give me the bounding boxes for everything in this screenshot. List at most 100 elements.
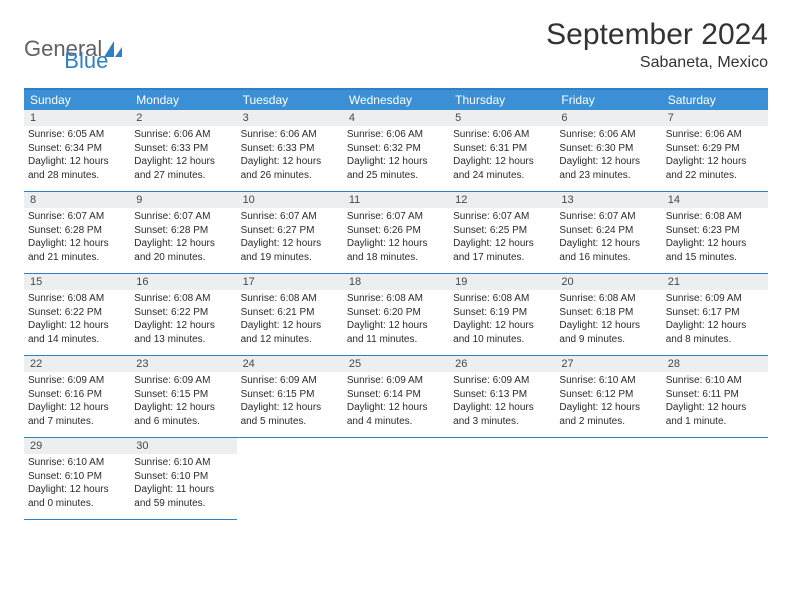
daylight-line: Daylight: 12 hours and 20 minutes. [134,237,232,264]
day-info: Sunrise: 6:08 AMSunset: 6:19 PMDaylight:… [449,290,555,350]
day-info: Sunrise: 6:10 AMSunset: 6:12 PMDaylight:… [555,372,661,432]
sunrise-line: Sunrise: 6:08 AM [347,292,445,306]
day-cell: 29Sunrise: 6:10 AMSunset: 6:10 PMDayligh… [24,438,130,520]
day-number: 26 [449,356,555,372]
day-cell: 16Sunrise: 6:08 AMSunset: 6:22 PMDayligh… [130,274,236,356]
sunrise-line: Sunrise: 6:10 AM [559,374,657,388]
daylight-line: Daylight: 12 hours and 12 minutes. [241,319,339,346]
daylight-line: Daylight: 12 hours and 13 minutes. [134,319,232,346]
weekday-header: Wednesday [343,90,449,110]
sunset-line: Sunset: 6:16 PM [28,388,126,402]
day-number: 6 [555,110,661,126]
day-cell [662,438,768,520]
day-number: 29 [24,438,130,454]
sunset-line: Sunset: 6:14 PM [347,388,445,402]
daylight-line: Daylight: 12 hours and 22 minutes. [666,155,764,182]
day-info: Sunrise: 6:08 AMSunset: 6:18 PMDaylight:… [555,290,661,350]
day-info: Sunrise: 6:07 AMSunset: 6:25 PMDaylight:… [449,208,555,268]
weekday-header: Friday [555,90,661,110]
weekday-header: Saturday [662,90,768,110]
day-number: 1 [24,110,130,126]
day-info: Sunrise: 6:08 AMSunset: 6:22 PMDaylight:… [130,290,236,350]
day-number: 12 [449,192,555,208]
day-info: Sunrise: 6:08 AMSunset: 6:21 PMDaylight:… [237,290,343,350]
daylight-line: Daylight: 12 hours and 17 minutes. [453,237,551,264]
day-info: Sunrise: 6:08 AMSunset: 6:23 PMDaylight:… [662,208,768,268]
sunset-line: Sunset: 6:18 PM [559,306,657,320]
daylight-line: Daylight: 12 hours and 21 minutes. [28,237,126,264]
sunrise-line: Sunrise: 6:06 AM [347,128,445,142]
day-number: 30 [130,438,236,454]
sunrise-line: Sunrise: 6:10 AM [666,374,764,388]
daylight-line: Daylight: 12 hours and 16 minutes. [559,237,657,264]
day-cell: 3Sunrise: 6:06 AMSunset: 6:33 PMDaylight… [237,110,343,192]
day-cell: 9Sunrise: 6:07 AMSunset: 6:28 PMDaylight… [130,192,236,274]
daylight-line: Daylight: 12 hours and 0 minutes. [28,483,126,510]
day-cell: 19Sunrise: 6:08 AMSunset: 6:19 PMDayligh… [449,274,555,356]
daylight-line: Daylight: 12 hours and 8 minutes. [666,319,764,346]
day-cell: 25Sunrise: 6:09 AMSunset: 6:14 PMDayligh… [343,356,449,438]
sunrise-line: Sunrise: 6:08 AM [453,292,551,306]
sunrise-line: Sunrise: 6:07 AM [241,210,339,224]
sunrise-line: Sunrise: 6:10 AM [28,456,126,470]
header: General Blue September 2024 Sabaneta, Me… [24,18,768,74]
day-number: 5 [449,110,555,126]
day-info: Sunrise: 6:06 AMSunset: 6:31 PMDaylight:… [449,126,555,186]
daylight-line: Daylight: 12 hours and 23 minutes. [559,155,657,182]
day-cell: 12Sunrise: 6:07 AMSunset: 6:25 PMDayligh… [449,192,555,274]
daylight-line: Daylight: 12 hours and 7 minutes. [28,401,126,428]
day-number: 14 [662,192,768,208]
day-cell [555,438,661,520]
month-title: September 2024 [546,18,768,52]
day-info: Sunrise: 6:06 AMSunset: 6:29 PMDaylight:… [662,126,768,186]
sunset-line: Sunset: 6:26 PM [347,224,445,238]
daylight-line: Daylight: 12 hours and 24 minutes. [453,155,551,182]
day-cell: 28Sunrise: 6:10 AMSunset: 6:11 PMDayligh… [662,356,768,438]
daylight-line: Daylight: 12 hours and 3 minutes. [453,401,551,428]
sunrise-line: Sunrise: 6:08 AM [559,292,657,306]
day-cell: 4Sunrise: 6:06 AMSunset: 6:32 PMDaylight… [343,110,449,192]
daylight-line: Daylight: 12 hours and 9 minutes. [559,319,657,346]
day-info: Sunrise: 6:10 AMSunset: 6:10 PMDaylight:… [24,454,130,514]
sunset-line: Sunset: 6:10 PM [28,470,126,484]
day-cell: 6Sunrise: 6:06 AMSunset: 6:30 PMDaylight… [555,110,661,192]
day-number: 8 [24,192,130,208]
sunrise-line: Sunrise: 6:07 AM [453,210,551,224]
day-info: Sunrise: 6:06 AMSunset: 6:32 PMDaylight:… [343,126,449,186]
day-number: 2 [130,110,236,126]
daylight-line: Daylight: 12 hours and 28 minutes. [28,155,126,182]
day-info: Sunrise: 6:08 AMSunset: 6:22 PMDaylight:… [24,290,130,350]
day-number: 20 [555,274,661,290]
sunrise-line: Sunrise: 6:08 AM [241,292,339,306]
logo: General Blue [24,18,108,74]
sunrise-line: Sunrise: 6:05 AM [28,128,126,142]
daylight-line: Daylight: 12 hours and 2 minutes. [559,401,657,428]
day-number: 27 [555,356,661,372]
day-info: Sunrise: 6:08 AMSunset: 6:20 PMDaylight:… [343,290,449,350]
day-cell: 18Sunrise: 6:08 AMSunset: 6:20 PMDayligh… [343,274,449,356]
day-number: 13 [555,192,661,208]
day-info: Sunrise: 6:09 AMSunset: 6:14 PMDaylight:… [343,372,449,432]
daylight-line: Daylight: 12 hours and 1 minute. [666,401,764,428]
sunset-line: Sunset: 6:33 PM [134,142,232,156]
day-cell: 15Sunrise: 6:08 AMSunset: 6:22 PMDayligh… [24,274,130,356]
sunset-line: Sunset: 6:22 PM [134,306,232,320]
day-number: 7 [662,110,768,126]
sunrise-line: Sunrise: 6:09 AM [666,292,764,306]
sunset-line: Sunset: 6:11 PM [666,388,764,402]
sunset-line: Sunset: 6:15 PM [241,388,339,402]
sunset-line: Sunset: 6:25 PM [453,224,551,238]
day-cell: 8Sunrise: 6:07 AMSunset: 6:28 PMDaylight… [24,192,130,274]
daylight-line: Daylight: 12 hours and 4 minutes. [347,401,445,428]
day-info: Sunrise: 6:09 AMSunset: 6:16 PMDaylight:… [24,372,130,432]
sunrise-line: Sunrise: 6:08 AM [134,292,232,306]
sunset-line: Sunset: 6:30 PM [559,142,657,156]
sunset-line: Sunset: 6:10 PM [134,470,232,484]
day-number: 19 [449,274,555,290]
sunset-line: Sunset: 6:33 PM [241,142,339,156]
weekday-header: Thursday [449,90,555,110]
sunrise-line: Sunrise: 6:06 AM [241,128,339,142]
daylight-line: Daylight: 11 hours and 59 minutes. [134,483,232,510]
day-info: Sunrise: 6:05 AMSunset: 6:34 PMDaylight:… [24,126,130,186]
day-info: Sunrise: 6:10 AMSunset: 6:11 PMDaylight:… [662,372,768,432]
